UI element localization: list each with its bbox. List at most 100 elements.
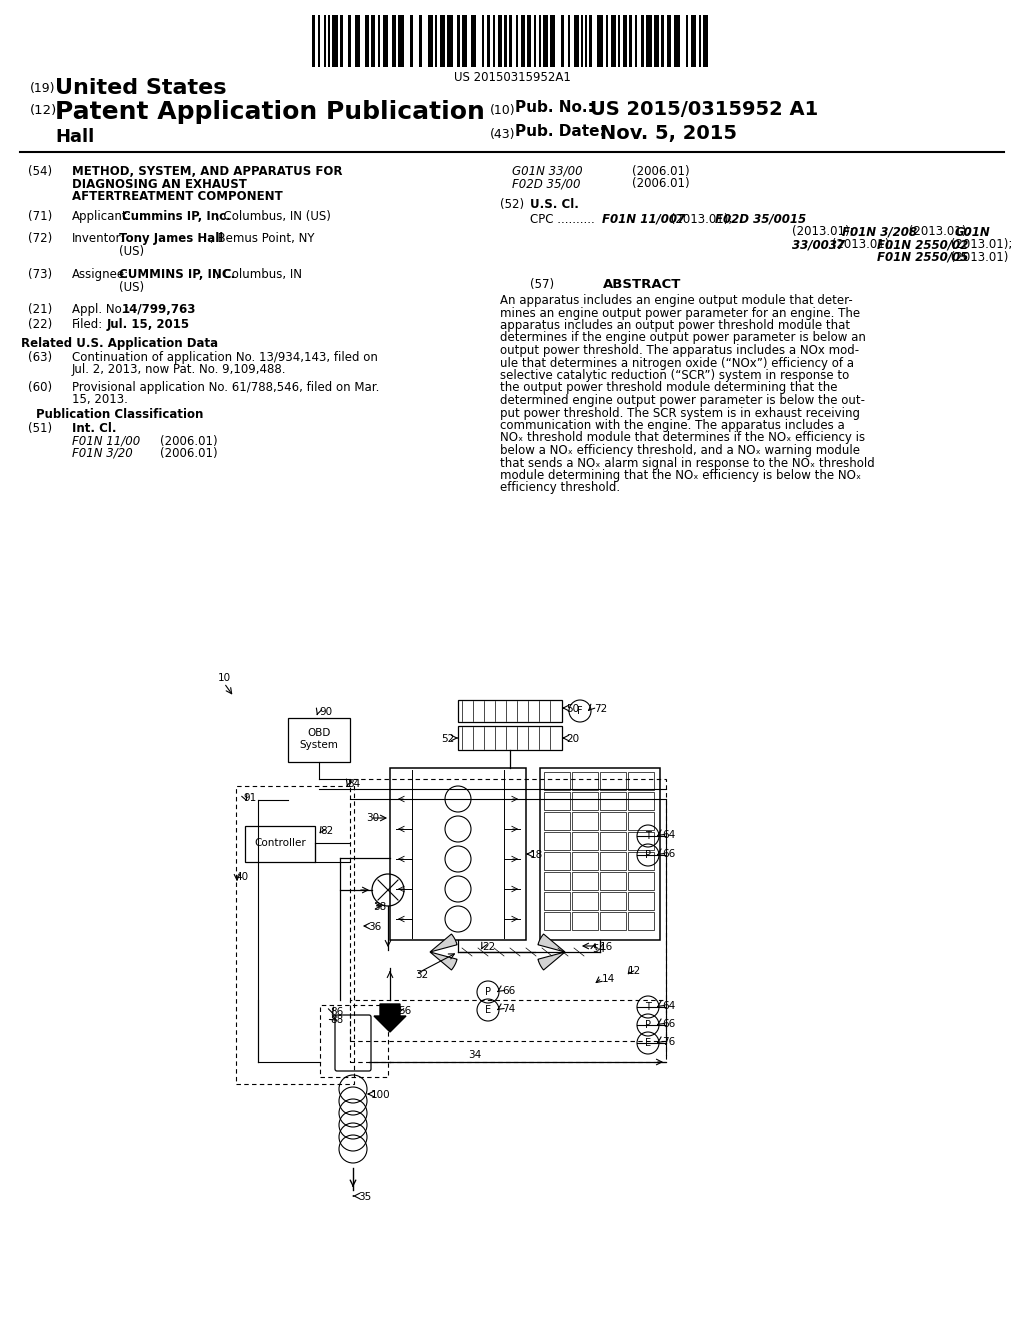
Text: P: P — [645, 1020, 651, 1030]
Text: 64: 64 — [662, 830, 675, 840]
Bar — [572, 792, 598, 810]
Polygon shape — [430, 935, 457, 952]
Text: Provisional application No. 61/788,546, filed on Mar.: Provisional application No. 61/788,546, … — [72, 381, 379, 393]
Text: 22: 22 — [482, 942, 496, 952]
Text: AFTERTREATMENT COMPONENT: AFTERTREATMENT COMPONENT — [72, 190, 283, 203]
Bar — [328, 15, 330, 67]
Text: F01N 3/208: F01N 3/208 — [842, 226, 918, 239]
Bar — [447, 15, 453, 67]
Bar — [628, 892, 654, 909]
Text: 50: 50 — [566, 704, 580, 714]
Bar — [544, 812, 570, 830]
Text: Nov. 5, 2015: Nov. 5, 2015 — [600, 124, 737, 143]
Text: Related U.S. Application Data: Related U.S. Application Data — [22, 337, 218, 350]
Text: 36: 36 — [368, 921, 381, 932]
Bar — [600, 832, 626, 850]
Text: Tony James Hall: Tony James Hall — [119, 232, 223, 246]
Text: (2013.01);: (2013.01); — [792, 226, 857, 239]
Text: 12: 12 — [628, 966, 641, 975]
Bar — [312, 15, 315, 67]
Bar — [462, 15, 467, 67]
Text: (52): (52) — [500, 198, 524, 211]
Bar — [574, 15, 579, 67]
Text: that sends a NOₓ alarm signal in response to the NOₓ threshold: that sends a NOₓ alarm signal in respons… — [500, 457, 874, 470]
Text: 66: 66 — [662, 1019, 675, 1030]
Text: (2006.01): (2006.01) — [160, 434, 218, 447]
Text: (22): (22) — [28, 318, 52, 331]
Text: Filed:: Filed: — [72, 318, 103, 331]
Text: (2013.01): (2013.01) — [947, 251, 1009, 264]
Bar — [568, 15, 570, 67]
Bar — [350, 779, 666, 1041]
Bar — [516, 15, 518, 67]
Text: (60): (60) — [28, 381, 52, 393]
Text: 84: 84 — [347, 779, 360, 789]
Text: (21): (21) — [28, 304, 52, 315]
Text: Jul. 2, 2013, now Pat. No. 9,109,488.: Jul. 2, 2013, now Pat. No. 9,109,488. — [72, 363, 287, 376]
Polygon shape — [430, 952, 457, 970]
Bar — [600, 873, 626, 890]
Text: P: P — [485, 987, 490, 997]
Bar — [703, 15, 708, 67]
Text: 56: 56 — [398, 1006, 412, 1016]
Text: Jul. 15, 2015: Jul. 15, 2015 — [106, 318, 190, 331]
Bar — [544, 832, 570, 850]
Text: F01N 2550/05: F01N 2550/05 — [877, 251, 969, 264]
Text: 100: 100 — [371, 1090, 390, 1100]
Bar — [245, 826, 315, 862]
Text: (2006.01): (2006.01) — [160, 447, 218, 459]
Bar — [398, 15, 404, 67]
Text: 76: 76 — [662, 1038, 675, 1047]
Bar — [440, 15, 445, 67]
Bar — [674, 15, 680, 67]
Bar — [319, 1005, 388, 1077]
Text: METHOD, SYSTEM, AND APPARATUS FOR: METHOD, SYSTEM, AND APPARATUS FOR — [72, 165, 342, 178]
Bar — [521, 15, 525, 67]
Text: F02D 35/00: F02D 35/00 — [512, 177, 581, 190]
Bar — [390, 768, 526, 940]
Bar — [611, 15, 616, 67]
Bar — [628, 832, 654, 850]
Text: E: E — [645, 1038, 651, 1048]
Polygon shape — [374, 1005, 406, 1032]
Text: (63): (63) — [28, 351, 52, 364]
Bar — [628, 792, 654, 810]
Text: (2013.01);: (2013.01); — [828, 238, 897, 251]
Bar — [527, 15, 531, 67]
Text: 14: 14 — [602, 974, 615, 983]
Text: F02D 35/0015: F02D 35/0015 — [715, 213, 806, 226]
Text: 52: 52 — [440, 734, 454, 744]
Text: 34: 34 — [468, 1049, 481, 1060]
Text: selective catalytic reduction (“SCR”) system in response to: selective catalytic reduction (“SCR”) sy… — [500, 370, 849, 381]
Text: 72: 72 — [594, 704, 607, 714]
Bar — [691, 15, 696, 67]
Text: (12): (12) — [30, 104, 57, 117]
Text: (57): (57) — [530, 279, 554, 290]
Bar — [504, 15, 507, 67]
Bar — [544, 851, 570, 870]
Bar — [378, 15, 380, 67]
Bar — [600, 772, 626, 789]
Bar — [544, 772, 570, 789]
Text: Appl. No.:: Appl. No.: — [72, 304, 129, 315]
Text: 66: 66 — [662, 849, 675, 859]
Text: Controller: Controller — [254, 838, 306, 847]
Text: Int. Cl.: Int. Cl. — [72, 422, 117, 436]
Bar — [585, 15, 587, 67]
Bar — [348, 15, 351, 67]
Bar — [572, 873, 598, 890]
Text: (US): (US) — [119, 281, 144, 293]
Bar — [365, 15, 369, 67]
Bar — [641, 15, 644, 67]
Bar — [654, 15, 659, 67]
Text: communication with the engine. The apparatus includes a: communication with the engine. The appar… — [500, 418, 845, 432]
Text: 54: 54 — [592, 944, 605, 954]
Polygon shape — [538, 935, 565, 952]
Text: Pub. Date:: Pub. Date: — [515, 124, 606, 139]
Text: (73): (73) — [28, 268, 52, 281]
Bar — [572, 772, 598, 789]
Text: P: P — [645, 850, 651, 861]
Text: the output power threshold module determining that the: the output power threshold module determ… — [500, 381, 838, 395]
Bar — [618, 15, 620, 67]
Text: Applicant:: Applicant: — [72, 210, 132, 223]
